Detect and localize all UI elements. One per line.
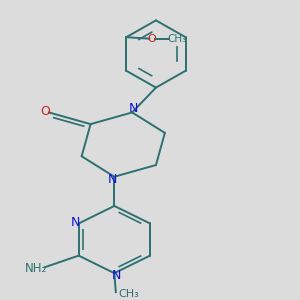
Text: O: O — [40, 105, 50, 118]
Text: O: O — [147, 34, 156, 44]
Text: N: N — [129, 102, 138, 116]
Text: N: N — [112, 269, 122, 282]
Text: CH₃: CH₃ — [168, 34, 187, 44]
Text: N: N — [71, 215, 80, 229]
Text: CH₃: CH₃ — [119, 289, 140, 298]
Text: N: N — [107, 173, 117, 186]
Text: NH₂: NH₂ — [24, 262, 47, 275]
